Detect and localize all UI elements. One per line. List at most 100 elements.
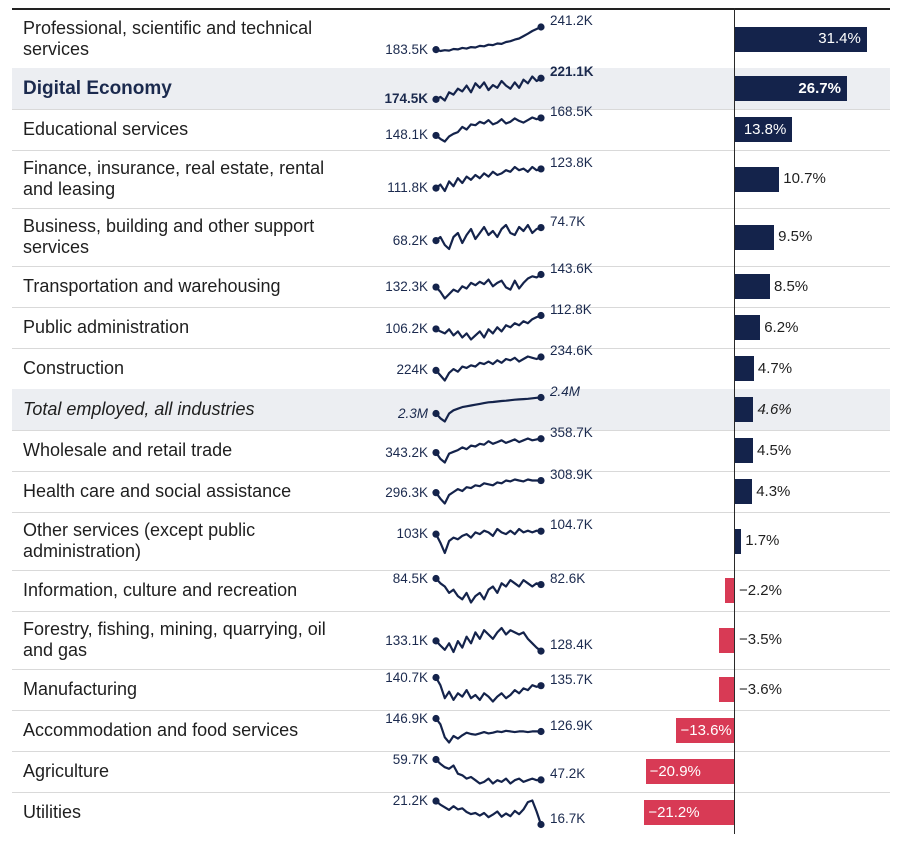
sparkline-end-dot (537, 270, 545, 279)
row-separator (12, 611, 890, 612)
spark-end-label: 104.7K (550, 517, 593, 533)
spark-end-label: 123.8K (550, 154, 593, 170)
bar-value-label: 4.6% (757, 400, 792, 418)
sparkline-end-dot (537, 476, 545, 485)
sparkline-start-dot (432, 489, 440, 497)
spark-start-label: 59.7K (392, 751, 428, 767)
bar-value-label: 6.2% (764, 318, 799, 336)
sparkline-start-dot (432, 530, 440, 538)
sparkline-path (435, 314, 542, 341)
sparkline-start-dot (432, 366, 440, 374)
row-separator (12, 208, 890, 209)
row-label: Other services (except public administra… (23, 520, 256, 561)
row-label: Information, culture and recreation (23, 580, 298, 600)
bar-negative (724, 578, 734, 603)
bar-value-label: −3.6% (739, 680, 782, 698)
sparkline-path (435, 25, 542, 53)
spark-start-label: 106.2K (385, 320, 428, 336)
bar-negative (644, 800, 734, 825)
sparkline-path (435, 717, 542, 744)
sparkline-end-dot (537, 393, 545, 402)
spark-start-label: 21.2K (392, 793, 428, 809)
sparkline-start-dot (432, 283, 440, 291)
row-label: Health care and social assistance (23, 481, 292, 501)
row-separator (12, 471, 890, 472)
sparkline-end-dot (537, 820, 545, 829)
bar-positive (734, 274, 770, 299)
spark-start-label: 103K (396, 526, 428, 542)
row-separator (12, 710, 890, 711)
row-separator (12, 792, 890, 793)
zero-axis (734, 8, 735, 834)
spark-end-label: 143.6K (550, 260, 593, 276)
bar-value-label: 4.7% (757, 359, 793, 377)
spark-end-label: 221.1K (550, 64, 594, 80)
bar-negative (645, 759, 734, 784)
spark-end-label: 82.6K (550, 570, 586, 586)
row-label: Manufacturing (23, 679, 138, 699)
spark-end-label: 126.9K (550, 717, 593, 733)
spark-end-label: 168.5K (550, 103, 593, 119)
row-label: Transportation and warehousing (23, 276, 281, 296)
sparkline-end-dot (537, 435, 545, 443)
bar-value-label: 9.5% (778, 228, 813, 245)
row-label: Finance, insurance, real estate, rental … (23, 158, 325, 199)
sparkline-start-dot (432, 714, 440, 723)
sparkline-path (435, 355, 542, 382)
sparkline-start-dot (432, 131, 440, 140)
spark-start-label: 224K (396, 362, 428, 378)
bar-value-label: −20.9% (649, 762, 701, 780)
sparkline-start-dot (432, 673, 440, 682)
sparkline-start-dot (432, 95, 440, 103)
row-label: Forestry, fishing, mining, quarrying, oi… (23, 619, 326, 660)
spark-start-label: 2.3M (397, 405, 428, 421)
spark-start-label: 343.2K (385, 444, 428, 460)
sparkline-start-dot (432, 797, 440, 805)
bar-negative (718, 677, 734, 702)
row-separator (12, 570, 890, 571)
sparkline-start-dot (432, 755, 440, 764)
sparkline-end-dot (537, 23, 545, 31)
bar-value-label: 1.7% (745, 532, 780, 549)
sparkline-end-dot (537, 682, 545, 690)
spark-end-label: 74.7K (550, 213, 586, 229)
spark-end-label: 241.2K (550, 13, 593, 28)
spark-start-label: 148.1K (385, 127, 428, 143)
sparkline-path (435, 527, 542, 555)
bar-positive (734, 528, 742, 554)
bar-positive (734, 397, 754, 422)
row-separator (12, 307, 890, 308)
bar-positive (734, 26, 867, 52)
bar-value-label: 4.5% (757, 441, 792, 459)
spark-start-label: 140.7K (385, 669, 428, 685)
bar-value-label: 13.8% (743, 120, 787, 138)
sparkline-path (435, 165, 542, 193)
row-label: Public administration (23, 317, 190, 337)
row-label: Utilities (23, 802, 82, 822)
spark-start-label: 133.1K (385, 632, 428, 648)
sparkline-end-dot (537, 165, 545, 173)
sparkline-path (435, 223, 542, 251)
bar-value-label: 10.7% (783, 170, 826, 187)
row-separator (12, 266, 890, 267)
bar-value-label: 4.3% (756, 482, 791, 500)
row-label: Professional, scientific and technical s… (23, 18, 313, 59)
spark-start-label: 296.3K (385, 484, 428, 500)
row-label: Total employed, all industries (23, 399, 255, 419)
sparkline-end-dot (537, 776, 545, 784)
bar-positive (734, 166, 780, 192)
row-label: Digital Economy (23, 78, 172, 99)
bar-value-label: −3.5% (739, 631, 782, 648)
bar-value-label: 31.4% (818, 30, 861, 47)
sparkline-end-dot (537, 727, 545, 736)
row-separator (12, 669, 890, 670)
row-separator (12, 430, 890, 431)
